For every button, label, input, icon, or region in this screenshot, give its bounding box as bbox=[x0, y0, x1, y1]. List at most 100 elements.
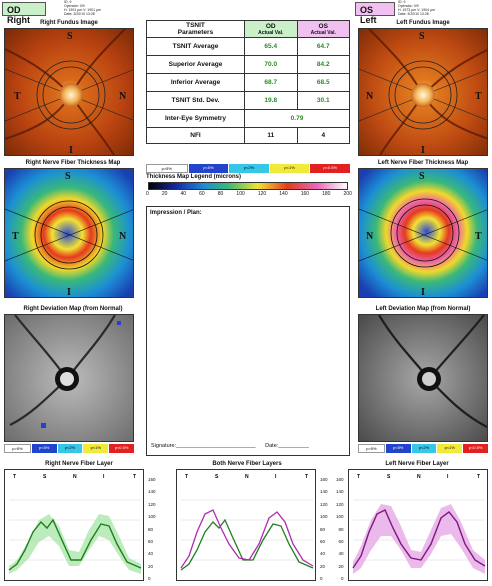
y-tick: 140 bbox=[320, 489, 328, 495]
tsnit-row: TSNIT Std. Dev. 19.8 30.1 bbox=[146, 91, 350, 110]
tsnit-os-value: 68.5 bbox=[296, 73, 350, 92]
y-tick: 160 bbox=[336, 477, 344, 482]
os-eye-tag: OS Left bbox=[355, 2, 395, 25]
y-tick: 0 bbox=[341, 576, 344, 581]
x-label: N bbox=[73, 474, 77, 480]
thickness-tick: 180 bbox=[322, 191, 331, 197]
left-deviation-map bbox=[358, 314, 488, 442]
symmetry-value: 0.79 bbox=[244, 109, 350, 128]
x-label: N bbox=[417, 474, 421, 480]
tsnit-row: Inferior Average 68.7 68.5 bbox=[146, 73, 350, 92]
thickness-legend-ticks: 0 20 40 60 80 100 120 140 160 180 200 bbox=[146, 191, 352, 197]
thickness-tick: 160 bbox=[300, 191, 310, 197]
od-eye-tag: OD Right bbox=[2, 2, 46, 25]
nfi-os-value: 4 bbox=[296, 127, 350, 144]
legend-p-gt5: p>5% bbox=[358, 444, 385, 453]
right-fundus-graphic: T N S I bbox=[5, 29, 133, 156]
y-tick: 40 bbox=[148, 551, 154, 557]
tsnit-row: TSNIT Average 65.4 64.7 bbox=[146, 37, 350, 56]
thickness-tick: 200 bbox=[343, 191, 352, 197]
right-deviation-map bbox=[4, 314, 134, 442]
tsnit-od-header: OD Actual Val. bbox=[244, 20, 298, 38]
left-layer-graph: T S N I T bbox=[348, 469, 488, 581]
right-fundus-i-label: I bbox=[69, 145, 73, 156]
y-tick: 100 bbox=[336, 514, 344, 520]
legend-p-gt5: p>5% bbox=[146, 164, 188, 173]
tsnit-nfi-row: NFI 11 4 bbox=[146, 127, 350, 144]
right-probability-legend: p>5% p<5% p<2% p<1% p<0.5% bbox=[4, 444, 134, 453]
od-info-line: H: 1901 µm V: 1901 µm bbox=[64, 8, 101, 12]
right-thickness-n-label: N bbox=[119, 231, 127, 242]
od-info-line: Operator: 0/9 bbox=[64, 4, 85, 8]
right-thickness-t-label: T bbox=[12, 231, 19, 242]
y-tick: 80 bbox=[148, 526, 154, 532]
y-tick: 40 bbox=[338, 551, 344, 557]
tsnit-row: Superior Average 70.0 84.2 bbox=[146, 55, 350, 74]
signature-line: Signature:__________________________ Dat… bbox=[151, 443, 309, 449]
os-tag-label: OS Left bbox=[360, 5, 377, 25]
left-fundus-title: Left Fundus Image bbox=[396, 20, 450, 26]
left-deviation-title: Left Deviation Map (from Normal) bbox=[375, 306, 471, 312]
right-layer-title: Right Nerve Fiber Layer bbox=[45, 461, 113, 467]
left-probability-legend: p>5% p<5% p<2% p<1% p<0.5% bbox=[358, 444, 488, 453]
left-thickness-title: Left Nerve Fiber Thickness Map bbox=[377, 160, 469, 166]
both-layers-svg: T S N I T bbox=[180, 474, 314, 571]
legend-p-lt05: p<0.5% bbox=[109, 444, 134, 453]
left-fundus-n-label: N bbox=[366, 91, 374, 102]
x-label: T bbox=[133, 474, 136, 480]
left-fundus-t-label: T bbox=[475, 91, 482, 102]
right-deviation-graphic bbox=[5, 315, 133, 441]
both-layers-title: Both Nerve Fiber Layers bbox=[212, 461, 282, 467]
tsnit-row-label: TSNIT Std. Dev. bbox=[146, 91, 245, 110]
y-tick: 20 bbox=[338, 563, 344, 569]
x-label: T bbox=[357, 474, 360, 480]
y-tick: 140 bbox=[148, 489, 156, 495]
right-layer-y-ticks: 160 140 120 100 80 60 40 20 0 bbox=[148, 477, 156, 581]
tsnit-row-label: Inferior Average bbox=[146, 73, 245, 92]
y-tick: 60 bbox=[338, 538, 344, 544]
right-layer-x-labels: T S N I T bbox=[13, 474, 136, 480]
right-fundus-title: Right Fundus Image bbox=[40, 20, 98, 26]
right-fundus-n-label: N bbox=[119, 91, 127, 102]
tsnit-od-value: 70.0 bbox=[244, 55, 298, 74]
right-thickness-graphic: T N S I bbox=[5, 169, 133, 297]
right-thickness-map: T N S I bbox=[4, 168, 134, 298]
od-info-line: Date: 3/20/10 13:28 bbox=[64, 12, 95, 16]
thickness-tick: 120 bbox=[257, 191, 267, 197]
left-thickness-n-label: N bbox=[366, 231, 374, 242]
legend-p-lt2: p<2% bbox=[57, 444, 83, 453]
tsnit-row-label: Superior Average bbox=[146, 55, 245, 74]
thickness-tick: 40 bbox=[180, 191, 187, 197]
x-label: T bbox=[305, 474, 308, 480]
right-deviation-title: Right Deviation Map (from Normal) bbox=[23, 306, 123, 312]
left-fundus-image: N T S I bbox=[358, 28, 488, 156]
x-label: I bbox=[447, 474, 449, 480]
thickness-tick: 0 bbox=[146, 191, 149, 197]
tsnit-od-value: 19.8 bbox=[244, 91, 298, 110]
x-label: T bbox=[185, 474, 188, 480]
legend-p-gt5: p>5% bbox=[4, 444, 31, 453]
date-label: Date:__________ bbox=[265, 443, 309, 449]
y-tick: 100 bbox=[320, 514, 328, 520]
x-label: S bbox=[43, 474, 47, 480]
od-scan-info: ID: 9 Operator: 0/9 H: 1901 µm V: 1901 µ… bbox=[64, 0, 154, 16]
thickness-tick: 20 bbox=[161, 191, 168, 197]
left-deviation-graphic bbox=[359, 315, 487, 441]
tsnit-table-box: TSNIT Parameters OD Actual Val. OS Actual … bbox=[146, 20, 350, 144]
left-thickness-t-label: T bbox=[475, 231, 482, 242]
legend-p-lt5: p<5% bbox=[188, 164, 229, 173]
od-tag-label: OD Right bbox=[7, 5, 30, 25]
y-tick: 0 bbox=[320, 576, 323, 581]
legend-p-lt2: p<2% bbox=[411, 444, 437, 453]
y-tick: 80 bbox=[320, 526, 326, 532]
legend-p-lt05: p<0.5% bbox=[463, 444, 488, 453]
tsnit-table: TSNIT Parameters OD Actual Val. OS Actual … bbox=[146, 20, 350, 144]
tsnit-os-header: OS Actual Val. bbox=[296, 20, 350, 38]
os-info-line: Operator: 0/9 bbox=[398, 4, 419, 8]
x-label: S bbox=[387, 474, 391, 480]
right-thickness-title: Right Nerve Fiber Thickness Map bbox=[25, 160, 121, 166]
thickness-legend-bar bbox=[148, 182, 348, 190]
both-layers-x-labels: T S N I T bbox=[185, 474, 308, 480]
left-fundus-s-label: S bbox=[419, 31, 425, 42]
impression-box[interactable]: Impression / Plan: Signature:___________… bbox=[146, 206, 350, 456]
